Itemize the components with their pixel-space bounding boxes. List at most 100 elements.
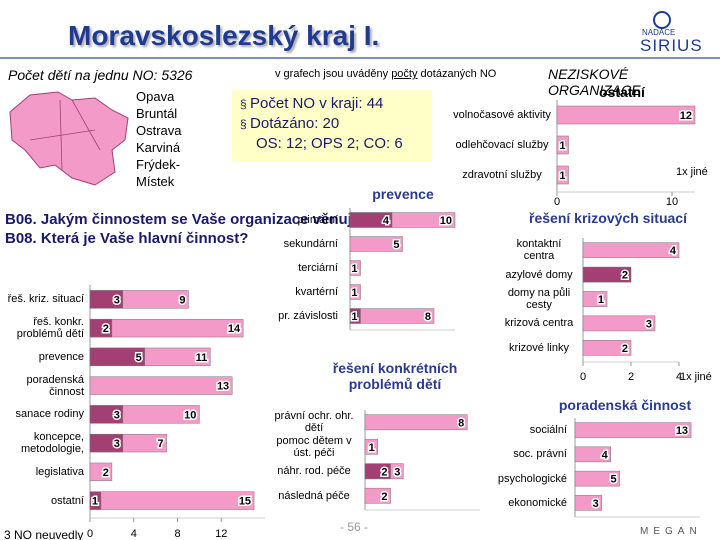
y-tick-label: terciární <box>298 262 338 274</box>
value-label: 1 <box>369 442 375 454</box>
y-tick-label: odlehčovací služby <box>455 139 549 151</box>
value-label: 13 <box>217 381 229 393</box>
bar <box>89 491 102 510</box>
bar <box>89 462 113 482</box>
district-list: Opava Bruntál Ostrava Karviná Frýdek-Místek <box>136 88 198 190</box>
bar <box>349 308 435 324</box>
question: B06. Jakým činnostem se Vaše organizace … <box>5 210 369 248</box>
y-tick-label: primární <box>297 214 338 226</box>
x-tick-label: 0 <box>580 371 586 383</box>
footer-logo: MEGAN <box>640 526 702 537</box>
value-label: 1 <box>559 140 565 152</box>
value-label: 5 <box>611 474 617 486</box>
bar <box>349 308 361 324</box>
value-label: 10 <box>440 215 452 227</box>
bar <box>574 422 692 438</box>
y-tick-label: pr. závislosti <box>278 310 338 322</box>
value-label: 1 <box>351 287 357 299</box>
value-label: 3 <box>114 294 120 306</box>
note-part: dotázaných NO <box>417 68 497 80</box>
fact: Počet NO v kraji: 44 <box>240 94 403 114</box>
value-label: 2 <box>103 323 109 335</box>
value-label: 1 <box>351 263 357 275</box>
value-label: 2 <box>103 467 109 479</box>
district-borders <box>29 99 101 171</box>
fact: OS: 12; OPS 2; CO: 6 <box>256 135 403 152</box>
y-tick-label: pomoc dětem v úst. péči <box>276 434 352 459</box>
y-tick-label: sociální <box>529 424 567 437</box>
x-tick-label: 4 <box>131 528 137 540</box>
value-label: 8 <box>458 417 464 429</box>
bar <box>89 290 124 309</box>
bar <box>582 291 608 307</box>
y-tick-label: koncepce, metodologie, <box>21 431 84 456</box>
fact: Dotázáno: 20 <box>240 114 403 134</box>
annotation: 1x jiné <box>676 166 708 178</box>
value-label: 3 <box>394 466 400 478</box>
bar <box>89 318 113 338</box>
bar <box>364 438 379 455</box>
note-part: v grafech jsou uváděny <box>275 68 392 80</box>
y-tick-label: psychologické <box>497 472 567 485</box>
y-tick-label: legislativa <box>35 465 84 478</box>
value-label: 1 <box>559 170 565 182</box>
district: Bruntál <box>136 106 178 121</box>
value-label: 11 <box>196 352 208 364</box>
value-label: 15 <box>239 496 251 508</box>
y-tick-label: kvartérní <box>295 286 338 298</box>
footnote: 3 NO neuvedly <box>4 528 84 540</box>
value-label: 3 <box>593 498 599 510</box>
x-tick-label: 4 <box>676 371 682 383</box>
bar <box>349 236 403 252</box>
bar <box>364 414 468 431</box>
y-tick-label: následná péče <box>278 489 350 502</box>
value-label: 1 <box>92 496 98 508</box>
question-line: B08. Která je Vaše hlavní činnost? <box>5 230 249 247</box>
value-label: 8 <box>425 311 431 323</box>
y-tick-label: volnočasové aktivity <box>453 109 551 121</box>
chart-title: prevence <box>372 186 434 202</box>
district: Opava <box>136 89 175 104</box>
bar <box>349 260 361 276</box>
y-tick-label: řeš. kriz. situací <box>7 293 84 306</box>
value-label: 4 <box>602 449 609 461</box>
x-tick-label: 10 <box>666 196 678 208</box>
bar <box>349 284 361 300</box>
bar <box>89 376 233 395</box>
y-tick-label: poradenská činnost <box>26 373 85 398</box>
x-tick-label: 2 <box>628 371 634 383</box>
bar <box>89 405 124 424</box>
value-label: 3 <box>114 409 120 421</box>
value-label: 3 <box>114 438 120 450</box>
value-label: 7 <box>157 438 163 450</box>
district: Ostrava <box>136 123 182 138</box>
logo-text: SIRIUS <box>640 36 703 55</box>
y-tick-label: sanace rodiny <box>15 408 85 421</box>
y-tick-label: ostatní <box>50 494 84 507</box>
bar <box>89 318 244 338</box>
y-tick-label: ekonomické <box>508 496 567 509</box>
bar <box>574 446 611 463</box>
bar <box>582 315 656 332</box>
district: Frýdek-Místek <box>136 157 181 189</box>
x-tick-label: 0 <box>554 196 560 208</box>
logo-text: NADACE <box>642 28 676 37</box>
y-tick-label: právní ochr. ohr. dětí <box>274 410 354 435</box>
bar <box>364 463 391 480</box>
value-label: 2 <box>622 270 628 282</box>
bar <box>89 347 145 367</box>
value-label: 14 <box>228 323 241 335</box>
y-tick-label: azylové domy <box>505 268 573 281</box>
note-part: počty <box>391 68 418 80</box>
y-tick-label: sekundární <box>283 238 338 250</box>
value-label: 13 <box>676 425 688 437</box>
district: Karviná <box>136 140 181 155</box>
bar <box>364 487 391 504</box>
value-label: 1 <box>351 311 357 323</box>
y-tick-label: soc. právní <box>513 448 567 461</box>
chart-title: poradenská činnost <box>558 397 692 413</box>
value-label: 12 <box>680 110 692 122</box>
bar <box>582 242 680 259</box>
annotation: 1x jiné <box>680 371 712 383</box>
